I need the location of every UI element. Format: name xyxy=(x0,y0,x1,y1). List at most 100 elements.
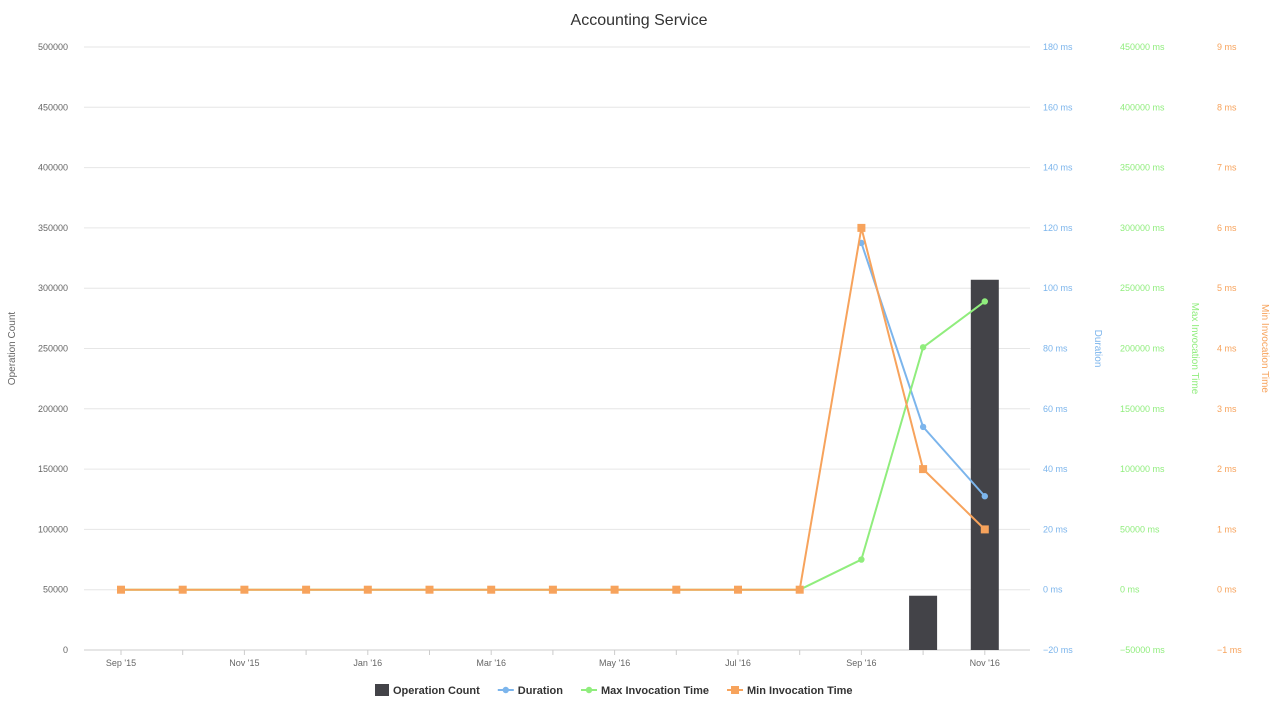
y-tick-label-duration: 20 ms xyxy=(1043,524,1068,534)
y-tick-label-opcount: 250000 xyxy=(38,344,68,354)
y-tick-label-duration: 140 ms xyxy=(1043,163,1073,173)
y-axis-title-opcount: Operation Count xyxy=(7,312,18,386)
y-tick-label-maxinv: 200000 ms xyxy=(1120,344,1165,354)
legend: Operation Count Duration Max Invocation Ti… xyxy=(375,684,853,697)
legend-item-min-invocation-time: Min Invocation Time xyxy=(727,685,853,697)
y-tick-label-duration: −20 ms xyxy=(1043,645,1073,655)
y-tick-label-mininv: 8 ms xyxy=(1217,102,1237,112)
y-tick-label-maxinv: 250000 ms xyxy=(1120,283,1165,293)
point-max-invocation-time xyxy=(981,298,988,305)
y-axis-title-maxinv: Max Invocation Time xyxy=(1189,303,1200,395)
legend-symbol-marker xyxy=(585,686,593,694)
legend-symbol-bar xyxy=(375,684,389,696)
point-min-invocation-time xyxy=(425,585,434,594)
point-min-invocation-time xyxy=(240,585,249,594)
x-tick-label: Sep '16 xyxy=(846,658,876,668)
point-min-invocation-time xyxy=(734,585,742,594)
y-tick-label-mininv: 9 ms xyxy=(1217,42,1237,52)
legend-item-duration: Duration xyxy=(497,685,564,697)
y-tick-label-duration: 0 ms xyxy=(1043,585,1063,595)
point-duration xyxy=(981,493,988,500)
legend-label: Duration xyxy=(518,685,564,697)
y-tick-label-duration: 80 ms xyxy=(1043,344,1068,354)
y-tick-label-maxinv: 150000 ms xyxy=(1120,404,1165,414)
legend-label: Operation Count xyxy=(393,685,480,697)
legend-label: Max Invocation Time xyxy=(601,685,709,697)
y-tick-label-opcount: 100000 xyxy=(38,524,68,534)
chart-title: Accounting Service xyxy=(571,12,708,29)
line-duration xyxy=(860,242,986,497)
y-tick-label-duration: 100 ms xyxy=(1043,283,1073,293)
y-tick-label-mininv: 2 ms xyxy=(1217,464,1237,474)
legend-symbol-marker xyxy=(502,686,509,694)
y-tick-label-opcount: 400000 xyxy=(38,163,68,173)
point-min-invocation-time xyxy=(672,585,681,594)
line-max-invocation-time xyxy=(121,300,986,591)
y-tick-label-duration: 40 ms xyxy=(1043,464,1068,474)
y-tick-label-opcount: 500000 xyxy=(38,42,68,52)
y-tick-label-opcount: 150000 xyxy=(38,464,68,474)
legend-item-operation-count: Operation Count xyxy=(375,684,480,697)
point-min-invocation-time xyxy=(919,465,928,474)
point-min-invocation-time xyxy=(548,585,557,594)
y-tick-label-mininv: 1 ms xyxy=(1217,524,1237,534)
y-tick-label-maxinv: 0 ms xyxy=(1120,585,1140,595)
y-tick-label-maxinv: 350000 ms xyxy=(1120,163,1165,173)
y-tick-label-maxinv: 50000 ms xyxy=(1120,524,1160,534)
y-axis-title-mininv: Min Invocation Time xyxy=(1259,304,1270,393)
y-tick-label-opcount: 50000 xyxy=(43,585,68,595)
gridlines xyxy=(84,46,1030,651)
point-min-invocation-time xyxy=(178,585,187,594)
y-tick-label-maxinv: 100000 ms xyxy=(1120,464,1165,474)
y-tick-label-opcount: 300000 xyxy=(38,283,68,293)
y-tick-label-mininv: 5 ms xyxy=(1217,283,1237,293)
point-max-invocation-time xyxy=(858,556,865,563)
x-tick-label: Jul '16 xyxy=(725,658,751,668)
bar-series xyxy=(909,279,999,650)
point-min-invocation-time xyxy=(857,223,866,232)
y-tick-label-maxinv: −50000 ms xyxy=(1120,645,1165,655)
y-tick-label-mininv: 0 ms xyxy=(1217,585,1237,595)
y-tick-label-mininv: 4 ms xyxy=(1217,344,1237,354)
point-duration xyxy=(919,423,927,431)
line-series xyxy=(117,223,989,594)
x-tick-label: May '16 xyxy=(599,658,630,668)
y-tick-label-mininv: 3 ms xyxy=(1217,404,1237,414)
point-min-invocation-time xyxy=(302,585,311,594)
bar-operation-count xyxy=(909,595,938,650)
y-tick-label-opcount: 200000 xyxy=(38,404,68,414)
y-tick-label-maxinv: 400000 ms xyxy=(1120,102,1165,112)
y-tick-label-opcount: 350000 xyxy=(38,223,68,233)
point-min-invocation-time xyxy=(487,585,496,594)
legend-symbol-marker xyxy=(731,686,740,694)
x-tick-label: Jan '16 xyxy=(353,658,382,668)
y-tick-label-duration: 160 ms xyxy=(1043,102,1073,112)
legend-item-max-invocation-time: Max Invocation Time xyxy=(581,685,709,697)
y-tick-label-mininv: 6 ms xyxy=(1217,223,1237,233)
y-tick-label-duration: 180 ms xyxy=(1043,42,1073,52)
axes: 0 50000 100000 150000 200000 250000 300000 3500… xyxy=(7,42,1270,668)
y-tick-label-duration: 60 ms xyxy=(1043,404,1068,414)
bar-operation-count xyxy=(970,279,999,650)
y-tick-label-duration: 120 ms xyxy=(1043,223,1073,233)
point-min-invocation-time xyxy=(363,585,372,594)
y-tick-label-opcount: 450000 xyxy=(38,102,68,112)
point-min-invocation-time xyxy=(980,525,989,534)
x-tick-label: Sep '15 xyxy=(106,658,136,668)
y-tick-label-mininv: −1 ms xyxy=(1217,645,1242,655)
x-tick-label: Mar '16 xyxy=(476,658,506,668)
x-tick-label: Nov '15 xyxy=(229,658,259,668)
y-tick-label-opcount: 0 xyxy=(63,645,68,655)
x-tick-label: Nov '16 xyxy=(970,658,1000,668)
point-min-invocation-time xyxy=(610,585,619,594)
y-tick-label-maxinv: 300000 ms xyxy=(1120,223,1165,233)
point-min-invocation-time xyxy=(117,585,125,594)
point-max-invocation-time xyxy=(919,344,927,351)
point-min-invocation-time xyxy=(795,585,804,594)
y-tick-label-mininv: 7 ms xyxy=(1217,163,1237,173)
y-axis-title-duration: Duration xyxy=(1092,330,1103,368)
y-tick-label-maxinv: 450000 ms xyxy=(1120,42,1165,52)
legend-label: Min Invocation Time xyxy=(747,685,853,697)
